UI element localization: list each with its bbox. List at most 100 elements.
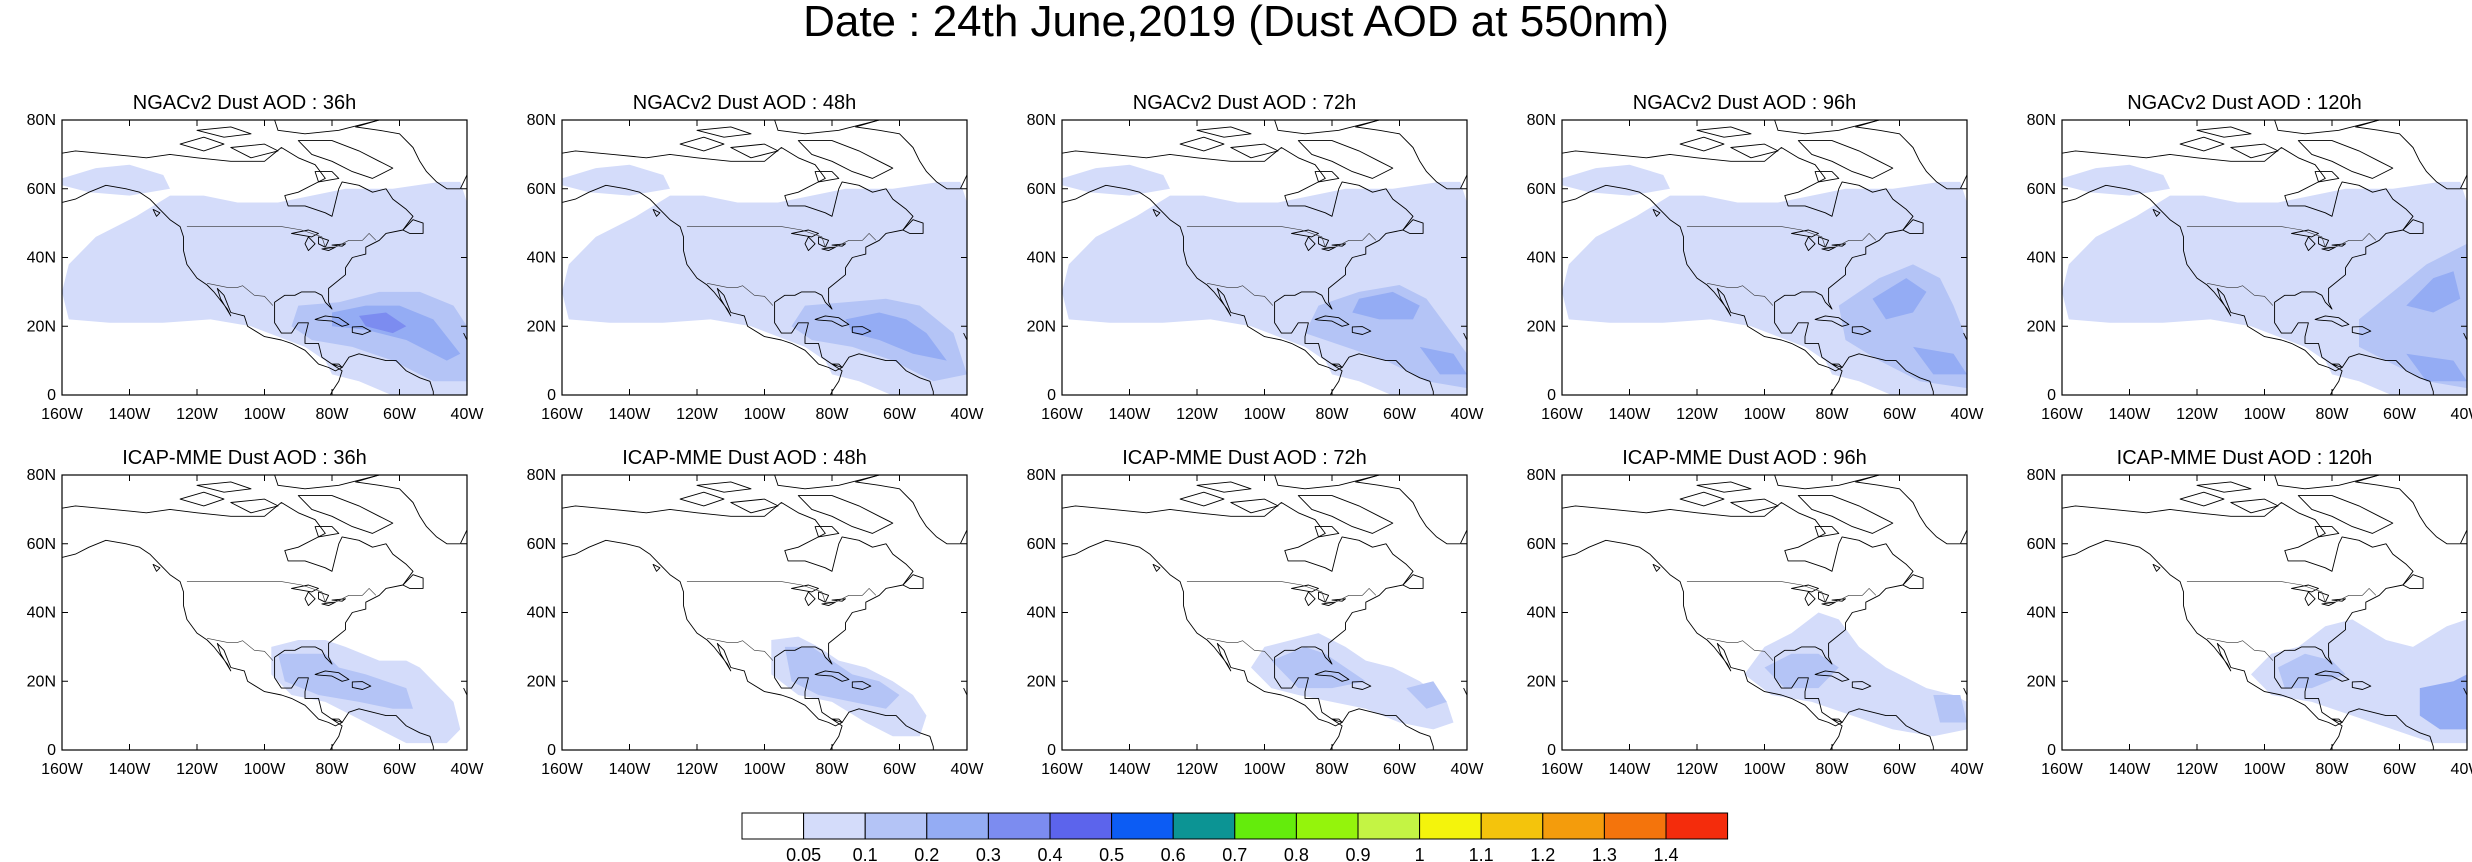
country-border bbox=[1707, 283, 1774, 306]
colorbar-swatch bbox=[1603, 812, 1667, 840]
coastline bbox=[274, 475, 382, 490]
colorbar-swatch bbox=[803, 812, 866, 840]
lake-outline bbox=[2331, 598, 2346, 602]
colorbar-swatch bbox=[1111, 812, 1174, 840]
lake-outline bbox=[1821, 246, 1836, 252]
coastline bbox=[1230, 498, 1279, 514]
lake-outline bbox=[1304, 236, 1316, 252]
lat-tick-label: 60N bbox=[2027, 536, 2056, 553]
coastline bbox=[355, 475, 467, 545]
lake-outline bbox=[321, 246, 336, 252]
coastline bbox=[814, 526, 840, 538]
map-panel-icap-mme-72h: ICAP-MME Dust AOD : 72h 80N 60N 40N 20N 0 160W… bbox=[1022, 447, 1485, 810]
lake-outline bbox=[1321, 246, 1336, 252]
lon-tick-label: 140W bbox=[1109, 761, 1152, 778]
lon-tick-label: 140W bbox=[109, 406, 152, 423]
map-panel-ngacv2-120h: NGACv2 Dust AOD : 120h 80N 60N 40N 20N 0 160W 1… bbox=[2022, 92, 2472, 455]
lat-tick-label: 80N bbox=[1527, 112, 1556, 129]
figure-title: Date : 24th June,2019 (Dust AOD at 550nm… bbox=[803, 0, 1669, 46]
map-plot: 80N 60N 40N 20N 0 160W 140W 120W 100W 80W 60W 40W bbox=[1027, 467, 1485, 778]
lat-tick-label: 80N bbox=[1027, 467, 1056, 484]
colorbar-label: 0.3 bbox=[976, 845, 1001, 862]
coastline bbox=[1774, 475, 1882, 490]
coastline bbox=[1355, 475, 1467, 545]
panel-title: NGACv2 Dust AOD : 96h bbox=[1632, 92, 1857, 114]
lon-tick-label: 60W bbox=[2383, 761, 2417, 778]
coastline bbox=[1814, 526, 1840, 538]
coastline bbox=[351, 681, 372, 690]
lat-tick-label: 0 bbox=[2047, 742, 2056, 759]
coastline bbox=[652, 563, 661, 572]
lake-outline bbox=[2304, 591, 2316, 607]
lon-tick-label: 80W bbox=[1316, 761, 1350, 778]
lon-tick-label: 100W bbox=[744, 406, 787, 423]
lon-tick-label: 160W bbox=[2041, 761, 2084, 778]
coastline bbox=[1314, 315, 1350, 327]
colorbar-label: 1.1 bbox=[1469, 845, 1494, 862]
lon-tick-label: 140W bbox=[1609, 406, 1652, 423]
map-panel-icap-mme-120h: ICAP-MME Dust AOD : 120h 80N 60N 40N 20N 0 160… bbox=[2022, 447, 2472, 810]
lake-outline bbox=[1331, 243, 1346, 247]
coastline bbox=[1679, 136, 1725, 152]
dust-plume-level-4 bbox=[359, 312, 407, 334]
coastline bbox=[1402, 219, 1424, 234]
coastline bbox=[2297, 495, 2394, 534]
map-plot: 80N 60N 40N 20N 0 160W 140W 120W 100W 80W 60W 40W bbox=[527, 112, 985, 423]
lake-outline bbox=[2331, 243, 2346, 247]
coastline bbox=[814, 171, 840, 183]
lon-tick-label: 140W bbox=[609, 761, 652, 778]
map-plot: 80N 60N 40N 20N 0 160W 140W 120W 100W 80W 60W 40W bbox=[2027, 467, 2472, 778]
lon-tick-label: 80W bbox=[1816, 761, 1850, 778]
coastline bbox=[2062, 502, 2414, 727]
dust-plume-level-2 bbox=[278, 653, 413, 709]
map-panel-ngacv2-96h: NGACv2 Dust AOD : 96h 80N 60N 40N 20N 0 160W 14… bbox=[1522, 92, 1985, 455]
coastline bbox=[1814, 315, 1850, 327]
lake-outline bbox=[2291, 584, 2319, 593]
coastline bbox=[2351, 326, 2372, 335]
country-border bbox=[1707, 638, 1774, 661]
coastline bbox=[1196, 481, 1252, 493]
lake-outline bbox=[1791, 584, 1819, 593]
coastline bbox=[1463, 332, 1467, 395]
lat-tick-label: 60N bbox=[1527, 181, 1556, 198]
colorbar-swatch bbox=[864, 812, 928, 840]
lon-tick-label: 60W bbox=[883, 406, 917, 423]
coastline bbox=[1652, 208, 1661, 217]
colorbar-label: 0.8 bbox=[1284, 845, 1309, 862]
lon-tick-label: 140W bbox=[1109, 406, 1152, 423]
coastline bbox=[1814, 670, 1850, 682]
lat-tick-label: 60N bbox=[2027, 181, 2056, 198]
lat-tick-label: 80N bbox=[527, 467, 556, 484]
lake-outline bbox=[791, 584, 819, 593]
lon-tick-label: 100W bbox=[1244, 406, 1287, 423]
coastline bbox=[1797, 140, 1894, 179]
colorbar-label: 0.7 bbox=[1222, 845, 1247, 862]
lat-tick-label: 20N bbox=[1527, 318, 1556, 335]
coastline bbox=[2274, 120, 2382, 135]
lon-tick-label: 120W bbox=[176, 761, 219, 778]
colorbar-label: 1 bbox=[1415, 845, 1425, 862]
coastline bbox=[2152, 563, 2161, 572]
lake-outline bbox=[2304, 236, 2316, 252]
map-plot: 80N 60N 40N 20N 0 160W 140W 120W 100W 80W 60W 40W bbox=[1527, 112, 1985, 423]
lat-tick-label: 40N bbox=[27, 605, 56, 622]
lake-outline bbox=[831, 243, 846, 247]
map-panel-ngacv2-72h: NGACv2 Dust AOD : 72h 80N 60N 40N 20N 0 160W 14… bbox=[1022, 92, 1485, 455]
lon-tick-label: 40W bbox=[2451, 406, 2472, 423]
colorbar-label: 0.5 bbox=[1099, 845, 1124, 862]
coastline bbox=[196, 481, 252, 493]
map-panel-icap-mme-48h: ICAP-MME Dust AOD : 48h 80N 60N 40N 20N 0 160W… bbox=[522, 447, 985, 810]
map-plot: 80N 60N 40N 20N 0 160W 140W 120W 100W 80W 60W 40W bbox=[2027, 112, 2472, 423]
lake-outline bbox=[1791, 229, 1819, 238]
lat-tick-label: 40N bbox=[1027, 250, 1056, 267]
dust-plume-level-3 bbox=[2419, 674, 2467, 730]
coastline bbox=[1963, 687, 1967, 750]
coastline bbox=[1152, 208, 1161, 217]
country-border bbox=[186, 226, 377, 248]
coastline bbox=[329, 353, 434, 395]
lon-tick-label: 80W bbox=[1816, 406, 1850, 423]
lake-outline bbox=[1804, 236, 1816, 252]
coastline bbox=[297, 140, 394, 179]
lat-tick-label: 40N bbox=[527, 605, 556, 622]
lon-tick-label: 60W bbox=[1883, 761, 1917, 778]
